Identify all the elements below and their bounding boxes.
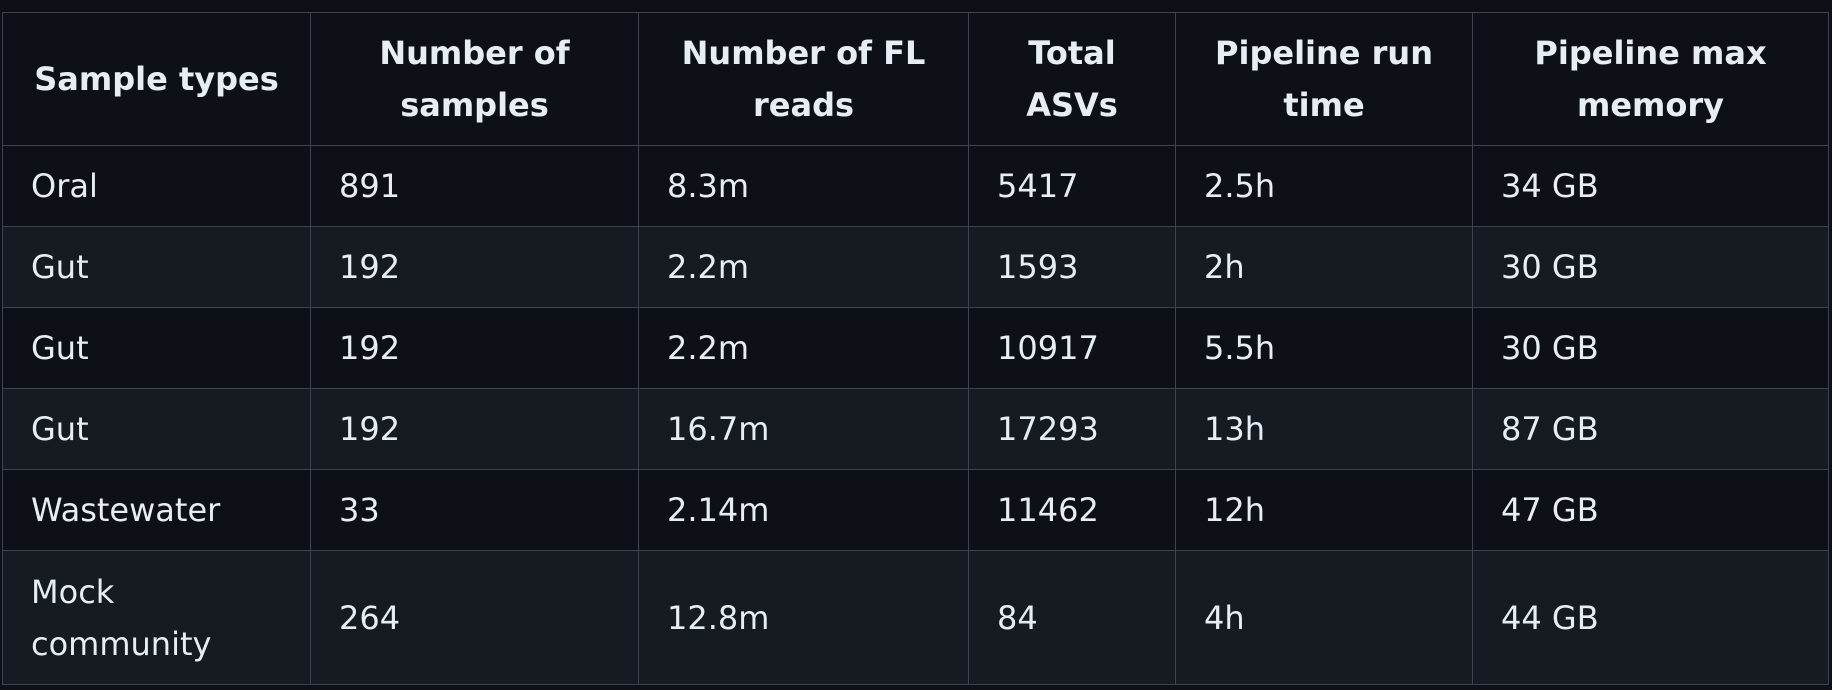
- cell-number-of-fl-reads: 2.2m: [638, 307, 969, 389]
- cell-pipeline-max-memory: 30 GB: [1472, 307, 1829, 389]
- cell-number-of-fl-reads: 12.8m: [638, 550, 969, 685]
- cell-number-of-fl-reads: 2.2m: [638, 226, 969, 308]
- cell-number-of-samples: 891: [310, 145, 639, 227]
- cell-number-of-samples: 192: [310, 307, 639, 389]
- cell-sample-type: Gut: [2, 226, 311, 308]
- table-row: Wastewater 33 2.14m 11462 12h 47 GB: [2, 469, 1829, 551]
- cell-pipeline-run-time: 4h: [1175, 550, 1473, 685]
- header-pipeline-max-memory: Pipeline max memory: [1472, 12, 1829, 146]
- header-number-of-fl-reads: Number of FL reads: [638, 12, 969, 146]
- cell-pipeline-run-time: 13h: [1175, 388, 1473, 470]
- table-row: Mock community 264 12.8m 84 4h 44 GB: [2, 550, 1829, 685]
- table-header-row: Sample types Number of samples Number of…: [2, 12, 1829, 146]
- cell-sample-type: Wastewater: [2, 469, 311, 551]
- cell-sample-type: Gut: [2, 388, 311, 470]
- cell-pipeline-max-memory: 30 GB: [1472, 226, 1829, 308]
- header-pipeline-run-time: Pipeline run time: [1175, 12, 1473, 146]
- header-sample-types: Sample types: [2, 12, 311, 146]
- cell-number-of-fl-reads: 2.14m: [638, 469, 969, 551]
- cell-sample-type: Mock community: [2, 550, 311, 685]
- cell-number-of-fl-reads: 8.3m: [638, 145, 969, 227]
- cell-total-asvs: 10917: [968, 307, 1176, 389]
- cell-total-asvs: 84: [968, 550, 1176, 685]
- table-row: Gut 192 16.7m 17293 13h 87 GB: [2, 388, 1829, 470]
- cell-sample-type: Gut: [2, 307, 311, 389]
- cell-number-of-samples: 192: [310, 388, 639, 470]
- cell-pipeline-run-time: 2.5h: [1175, 145, 1473, 227]
- cell-pipeline-max-memory: 34 GB: [1472, 145, 1829, 227]
- cell-pipeline-run-time: 12h: [1175, 469, 1473, 551]
- header-number-of-samples: Number of samples: [310, 12, 639, 146]
- cell-pipeline-run-time: 2h: [1175, 226, 1473, 308]
- cell-number-of-samples: 33: [310, 469, 639, 551]
- table-row: Oral 891 8.3m 5417 2.5h 34 GB: [2, 145, 1829, 227]
- cell-pipeline-max-memory: 44 GB: [1472, 550, 1829, 685]
- cell-pipeline-max-memory: 87 GB: [1472, 388, 1829, 470]
- table-row: Gut 192 2.2m 1593 2h 30 GB: [2, 226, 1829, 308]
- cell-number-of-samples: 264: [310, 550, 639, 685]
- table-row: Gut 192 2.2m 10917 5.5h 30 GB: [2, 307, 1829, 389]
- cell-total-asvs: 1593: [968, 226, 1176, 308]
- cell-total-asvs: 5417: [968, 145, 1176, 227]
- results-table: Sample types Number of samples Number of…: [2, 12, 1829, 685]
- cell-pipeline-run-time: 5.5h: [1175, 307, 1473, 389]
- cell-number-of-samples: 192: [310, 226, 639, 308]
- cell-pipeline-max-memory: 47 GB: [1472, 469, 1829, 551]
- cell-sample-type: Oral: [2, 145, 311, 227]
- cell-total-asvs: 17293: [968, 388, 1176, 470]
- cell-number-of-fl-reads: 16.7m: [638, 388, 969, 470]
- cell-total-asvs: 11462: [968, 469, 1176, 551]
- header-total-asvs: Total ASVs: [968, 12, 1176, 146]
